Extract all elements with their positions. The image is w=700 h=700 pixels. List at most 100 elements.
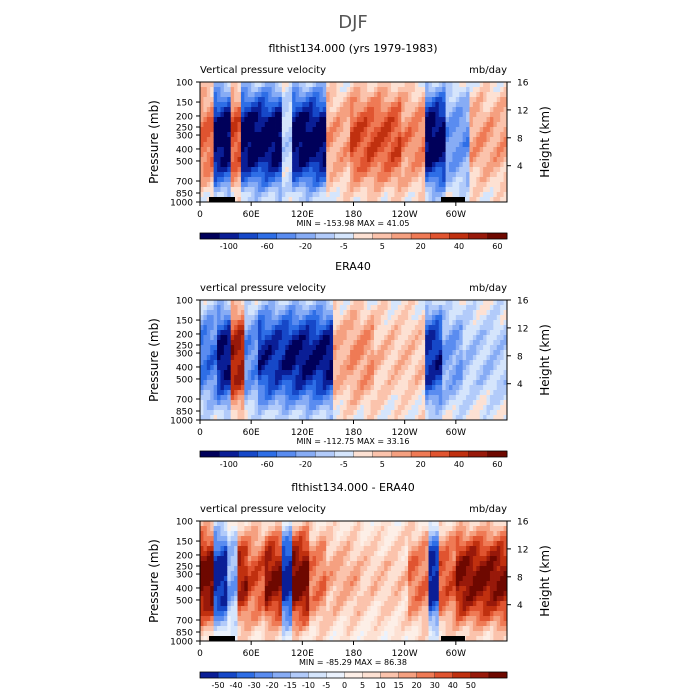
contour-cell [203, 192, 208, 198]
contour-cell [360, 187, 365, 193]
contour-cell [438, 360, 443, 366]
contour-cell [455, 395, 460, 401]
contour-cell [356, 122, 361, 128]
contour-cell [356, 152, 361, 158]
contour-cell [285, 172, 290, 178]
contour-cell [220, 571, 225, 577]
contour-cell [220, 187, 225, 193]
contour-cell [387, 132, 392, 138]
contour-cell [339, 107, 344, 113]
contour-cell [401, 142, 406, 148]
contour-cell [285, 400, 290, 406]
contour-cell [414, 370, 419, 376]
contour-cell [343, 167, 348, 173]
contour-cell [220, 142, 225, 148]
contour-cell [500, 390, 504, 396]
contour-cell [455, 380, 460, 386]
contour-cell [322, 167, 327, 173]
contour-cell [387, 400, 392, 406]
contour-cell [500, 315, 504, 321]
contour-cell [343, 380, 348, 386]
contour-cell [500, 320, 504, 326]
contour-cell [493, 157, 498, 163]
contour-cell [489, 375, 494, 381]
contour-cell [206, 541, 211, 547]
contour-cell [240, 300, 245, 306]
contour-cell [469, 92, 474, 98]
contour-cell [489, 157, 494, 163]
contour-cell [476, 345, 481, 351]
contour-cell [251, 571, 255, 577]
contour-cell [387, 395, 392, 401]
contour-cell [503, 335, 508, 341]
contour-cell [247, 102, 252, 108]
contour-cell [336, 127, 341, 133]
contour-cell [391, 415, 395, 421]
contour-cell [418, 345, 423, 351]
contour-cell [326, 305, 331, 311]
contour-cell [298, 325, 303, 331]
contour-cell [496, 400, 501, 406]
contour-cell [483, 390, 487, 396]
contour-cell [350, 182, 354, 188]
contour-cell [449, 300, 453, 306]
contour-cell [380, 117, 385, 123]
contour-cell [247, 187, 252, 193]
contour-cell [377, 107, 382, 113]
contour-cell [309, 365, 313, 371]
contour-cell [411, 340, 416, 346]
contour-cell [268, 551, 273, 557]
contour-cell [251, 340, 255, 346]
contour-cell [425, 415, 429, 421]
contour-cell [200, 370, 204, 376]
contour-cell [363, 167, 368, 173]
contour-cell [309, 107, 313, 113]
contour-cell [370, 350, 375, 356]
contour-cell [312, 370, 317, 376]
contour-cell [483, 325, 487, 331]
contour-cell [230, 132, 235, 138]
contour-cell [455, 157, 460, 163]
contour-cell [329, 380, 334, 386]
contour-cell [431, 102, 436, 108]
contour-cell [360, 395, 365, 401]
contour-cell [203, 127, 208, 133]
contour-cell [350, 405, 354, 411]
contour-cell [257, 112, 262, 118]
contour-cell [483, 162, 487, 168]
contour-cell [210, 132, 215, 138]
contour-cell [401, 375, 406, 381]
contour-cell [295, 92, 300, 98]
contour-cell [257, 167, 262, 173]
contour-cell [489, 320, 494, 326]
contour-cell [312, 147, 317, 153]
contour-cell [346, 152, 351, 158]
contour-cell [404, 350, 409, 356]
contour-cell [414, 172, 419, 178]
contour-cell [428, 345, 433, 351]
contour-cell [278, 385, 283, 391]
contour-cell [418, 82, 423, 88]
contour-cell [268, 571, 273, 577]
contour-cell [213, 305, 218, 311]
contour-cell [418, 405, 423, 411]
contour-cell [322, 197, 327, 203]
contour-cell [315, 370, 320, 376]
contour-cell [326, 182, 331, 188]
contour-cell [343, 112, 348, 118]
contour-cell [425, 97, 429, 103]
contour-cell [339, 385, 344, 391]
contour-cell [339, 335, 344, 341]
contour-cell [455, 390, 460, 396]
contour-cell [397, 305, 402, 311]
contour-cell [360, 325, 365, 331]
contour-cell [435, 152, 440, 158]
contour-cell [373, 187, 378, 193]
contour-cell [309, 192, 313, 198]
contour-cell [247, 400, 252, 406]
contour-cell [305, 320, 310, 326]
contour-cell [373, 395, 378, 401]
contour-cell [203, 636, 208, 642]
contour-cell [373, 390, 378, 396]
contour-cell [234, 531, 238, 537]
